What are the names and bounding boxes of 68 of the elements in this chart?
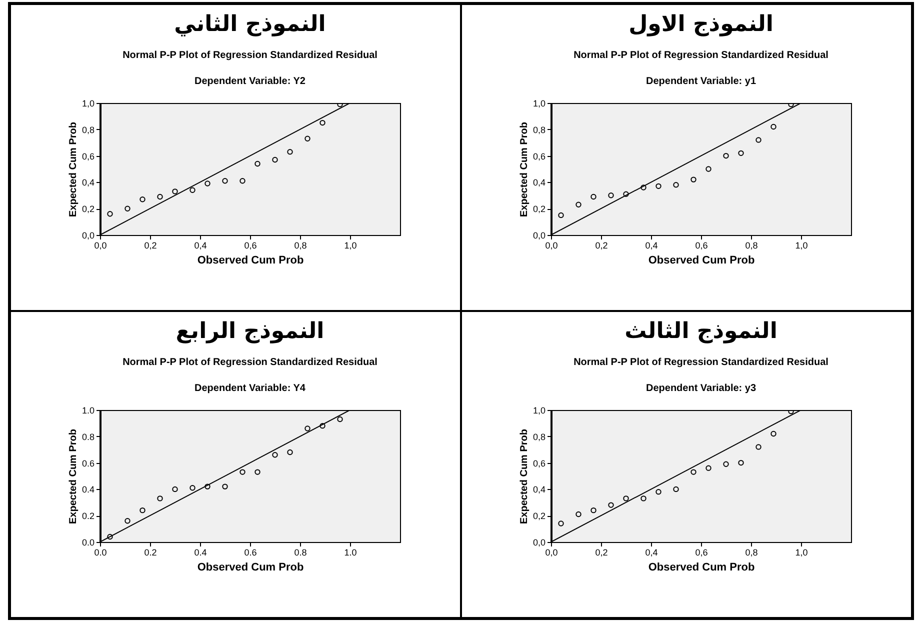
chart-title: النموذج الثالث bbox=[624, 319, 777, 344]
y-axis-title: Expected Cum Prob bbox=[518, 428, 530, 524]
x-axis-title: Observed Cum Prob bbox=[648, 562, 754, 574]
y-axis-title: Expected Cum Prob bbox=[67, 122, 78, 218]
x-tick-label: 0,6 bbox=[244, 240, 256, 250]
x-axis-title: Observed Cum Prob bbox=[196, 562, 304, 574]
y-tick-label: 1,0 bbox=[532, 98, 545, 108]
y-tick-label: 0,0 bbox=[532, 538, 545, 548]
x-tick-label: 0,2 bbox=[594, 240, 608, 250]
x-tick-label: 1,0 bbox=[344, 240, 356, 250]
x-tick-label: 0,6 bbox=[694, 240, 708, 250]
chart-subtitle: Normal P-P Plot of Regression Standardized Residual bbox=[573, 50, 828, 61]
y-axis-title: Expected Cum Prob bbox=[518, 122, 530, 218]
y-tick-label: 0,8 bbox=[81, 124, 94, 135]
text: Dependent Variable: y3 bbox=[645, 383, 756, 394]
y-tick-label: 0,2 bbox=[532, 204, 545, 214]
x-tick-label: 0,4 bbox=[644, 548, 658, 558]
y-tick-label: 0,4 bbox=[532, 484, 545, 495]
y-tick-label: 0,8 bbox=[532, 124, 545, 135]
x-tick-label: 0.8 bbox=[294, 548, 306, 558]
x-tick-label: 0,2 bbox=[594, 548, 608, 558]
text: Dependent Variable: Y2 bbox=[194, 76, 306, 87]
x-tick-label: 1.0 bbox=[344, 548, 356, 558]
chart-title: النموذج الاول bbox=[628, 12, 773, 37]
x-tick-label: 0,8 bbox=[744, 548, 758, 558]
x-tick-label: 0,0 bbox=[544, 240, 558, 250]
chart-subtitle: Normal P-P Plot of Regression Standardized Residual bbox=[122, 50, 378, 61]
x-axis-title: Observed Cum Prob bbox=[196, 254, 304, 266]
y-tick-label: 0,2 bbox=[532, 511, 545, 522]
y-axis-title: Expected Cum Prob bbox=[67, 428, 78, 524]
y-tick-label: 0.4 bbox=[81, 484, 94, 495]
x-tick-label: 0.6 bbox=[244, 548, 256, 558]
y-tick-label: 0.0 bbox=[81, 538, 94, 548]
chart-title: النموذج الثاني bbox=[174, 12, 326, 37]
y-tick-label: 0,6 bbox=[532, 458, 545, 468]
y-tick-label: 0,0 bbox=[81, 230, 94, 240]
x-tick-label: 1,0 bbox=[794, 548, 808, 558]
y-tick-label: 1,0 bbox=[532, 406, 545, 416]
text: Dependent Variable: y1 bbox=[645, 76, 756, 87]
y-tick-label: 1,0 bbox=[81, 98, 94, 108]
x-tick-label: 0,4 bbox=[644, 240, 658, 250]
y-tick-label: 0,4 bbox=[81, 178, 94, 188]
y-tick-label: 0.2 bbox=[81, 511, 94, 522]
x-axis-title: Observed Cum Prob bbox=[648, 254, 754, 266]
y-tick-label: 0,0 bbox=[532, 230, 545, 240]
y-tick-label: 0,4 bbox=[532, 178, 545, 188]
y-tick-label: 0.8 bbox=[81, 432, 94, 442]
chart-title: النموذج الرابع bbox=[175, 319, 324, 344]
y-tick-label: 0.6 bbox=[81, 458, 94, 468]
x-tick-label: 0,8 bbox=[294, 240, 306, 250]
x-tick-label: 0,4 bbox=[194, 240, 206, 250]
x-tick-label: 0,0 bbox=[544, 548, 558, 558]
y-tick-label: 0,2 bbox=[81, 204, 94, 214]
y-tick-label: 0,6 bbox=[532, 151, 545, 162]
x-tick-label: 0,2 bbox=[144, 240, 156, 250]
x-tick-label: 0,0 bbox=[94, 240, 106, 250]
chart-subtitle: Normal P-P Plot of Regression Standardized Residual bbox=[122, 357, 378, 368]
text: Dependent Variable: Y4 bbox=[194, 383, 306, 394]
x-tick-label: 0,8 bbox=[744, 240, 758, 250]
x-tick-label: 1,0 bbox=[794, 240, 808, 250]
y-tick-label: 0,6 bbox=[81, 151, 94, 162]
chart-subtitle: Normal P-P Plot of Regression Standardized Residual bbox=[573, 357, 828, 368]
x-tick-label: 0,6 bbox=[694, 548, 708, 558]
x-tick-label: 0.2 bbox=[144, 548, 156, 558]
y-tick-label: 0,8 bbox=[532, 432, 545, 442]
y-tick-label: 1.0 bbox=[81, 406, 94, 416]
x-tick-label: 0.0 bbox=[94, 548, 106, 558]
x-tick-label: 0.4 bbox=[194, 548, 206, 558]
